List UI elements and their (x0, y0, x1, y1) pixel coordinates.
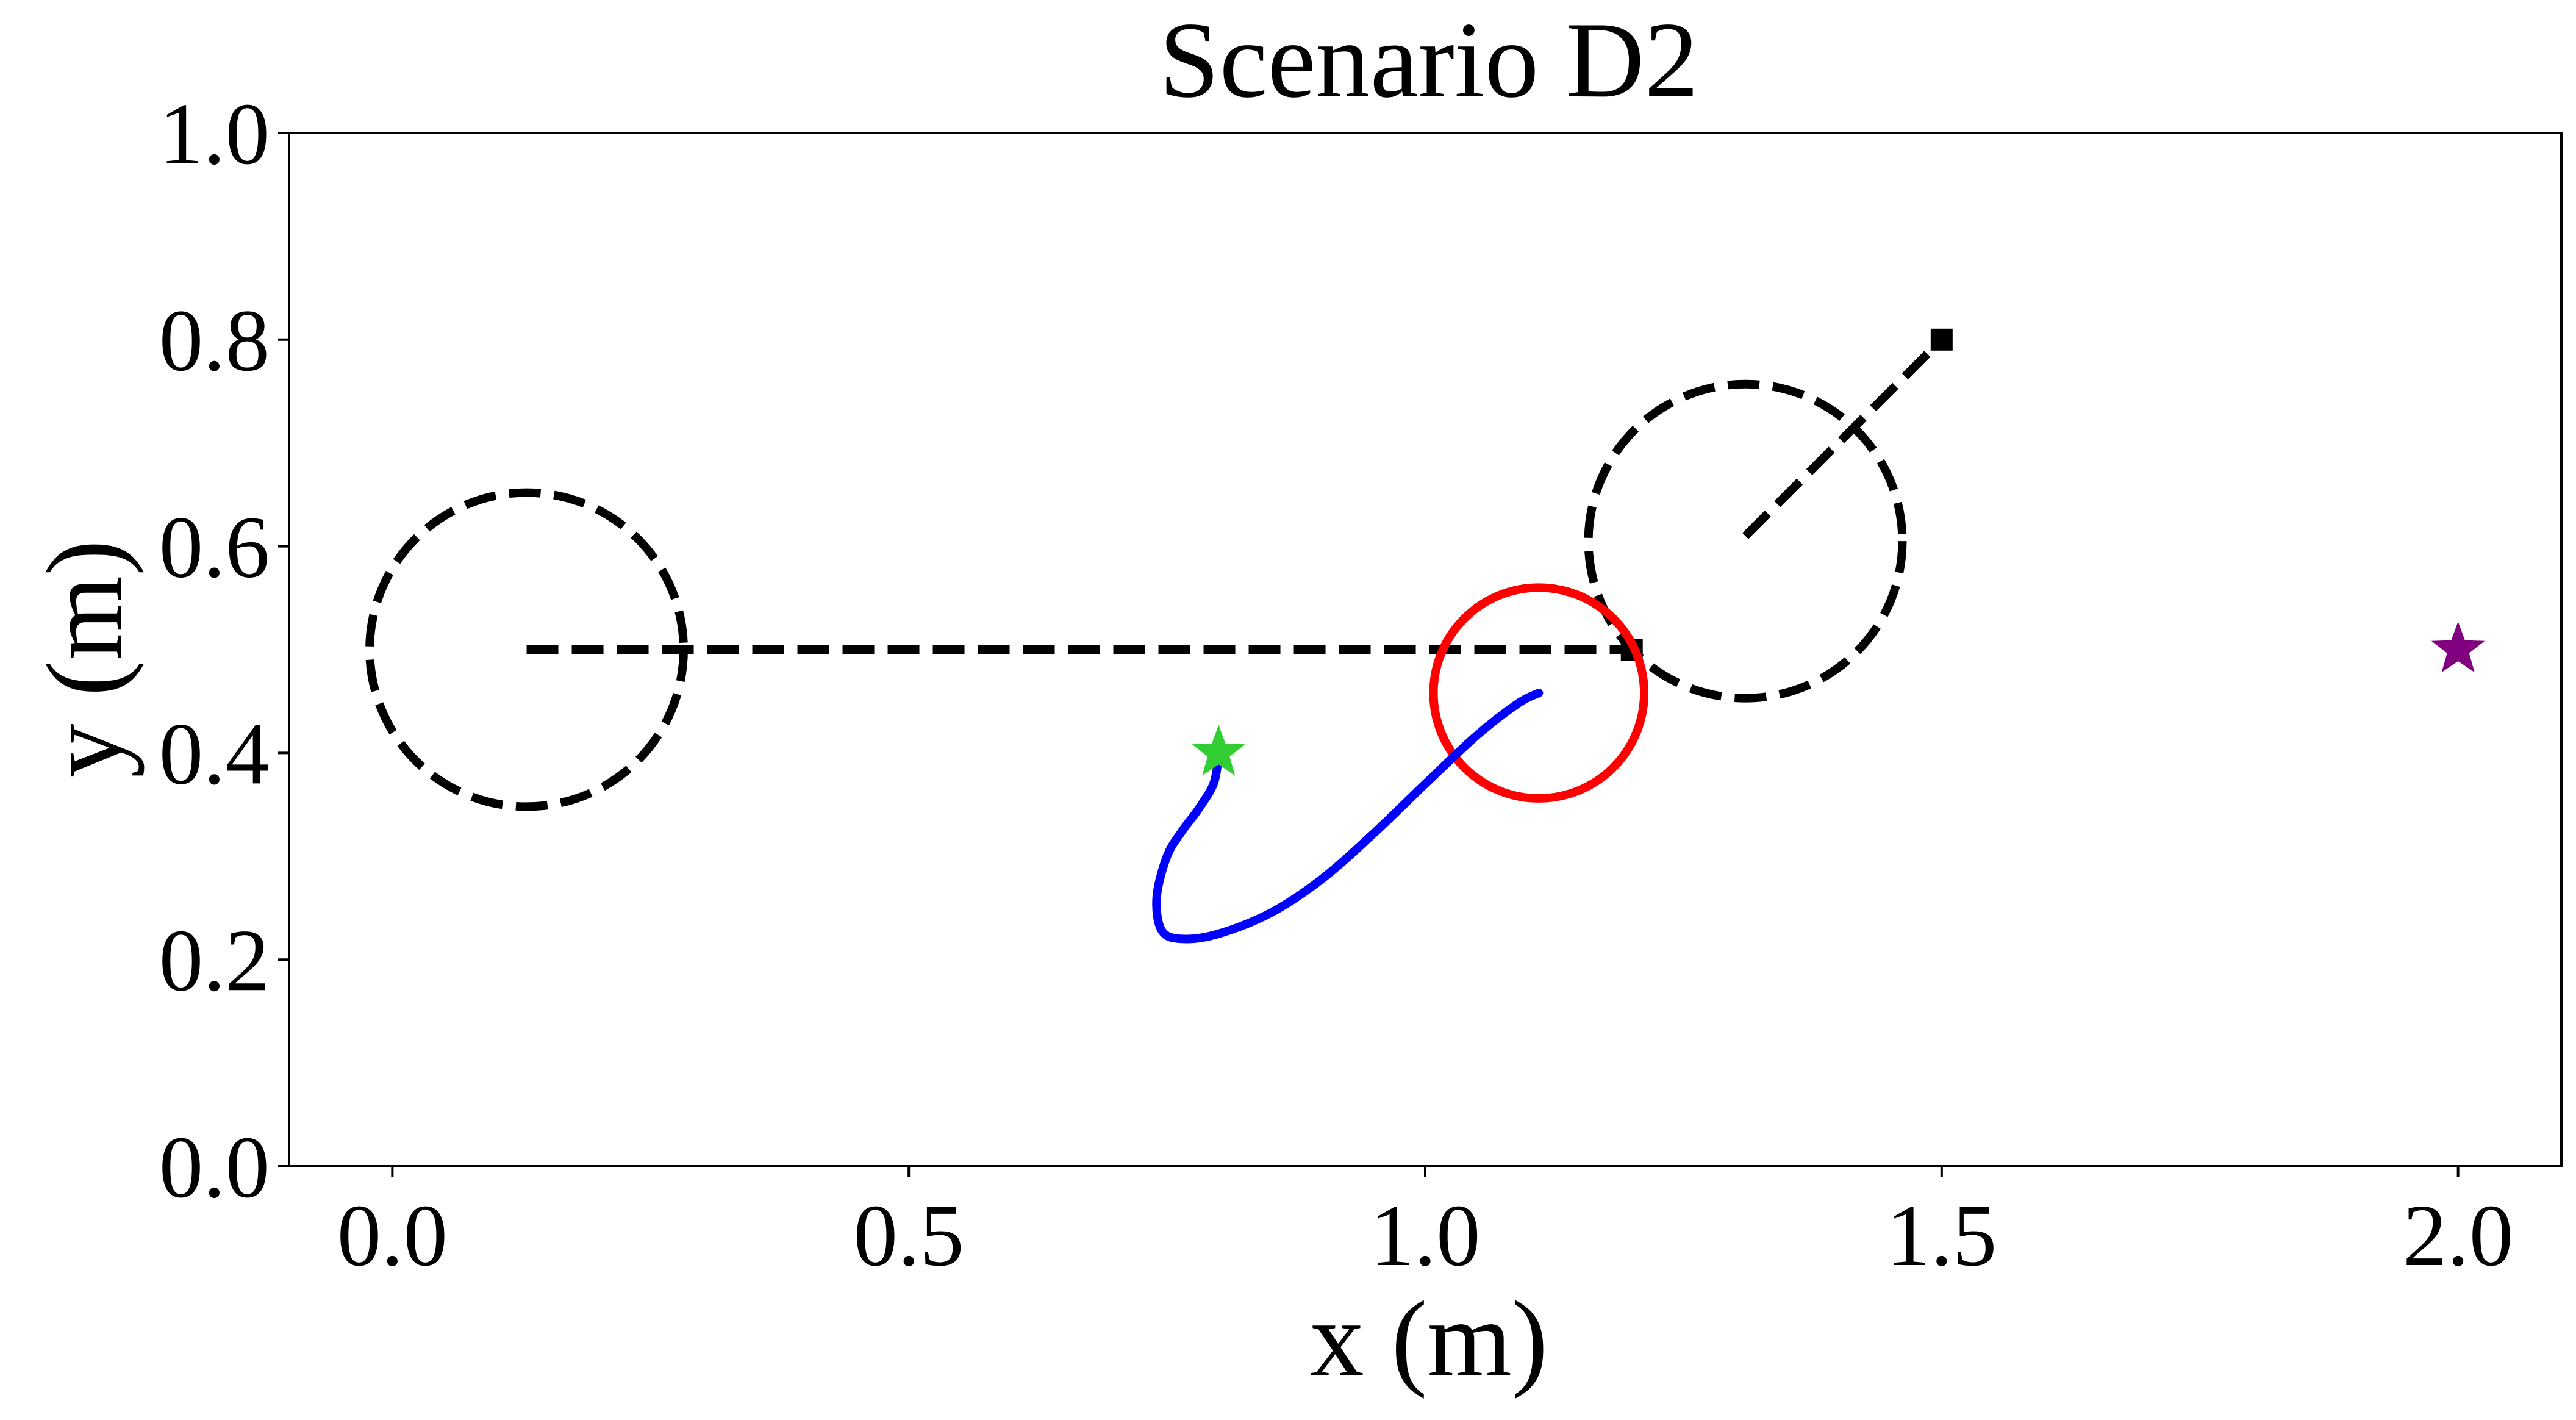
obstacle-path-2 (1742, 336, 1945, 539)
y-tick-label-3: 0.6 (159, 499, 270, 597)
y-tick-label-5: 1.0 (159, 85, 270, 183)
x-tick-label-4: 2.0 (2403, 1187, 2513, 1285)
x-tick-label-1: 0.5 (854, 1187, 964, 1285)
y-axis: 0.0 0.2 0.4 0.6 0.8 1.0 (159, 85, 289, 1216)
y-tick-label-4: 0.8 (159, 292, 270, 390)
x-tick-label-0: 0.0 (337, 1187, 448, 1285)
y-tick-label-1: 0.2 (159, 912, 270, 1009)
x-tick-label-2: 1.0 (1370, 1187, 1480, 1285)
obstacle-path-end-marker-2 (1930, 328, 1953, 351)
y-tick-label-0: 0.0 (159, 1119, 270, 1216)
y-tick-label-2: 0.4 (159, 705, 270, 803)
x-axis-label: x (m) (1310, 1278, 1548, 1399)
obstacle-circle-2 (1584, 379, 1907, 703)
start-star-marker (1192, 725, 1245, 776)
plot-area (365, 328, 2485, 944)
chart-title: Scenario D2 (1159, 0, 1699, 120)
y-axis-label: y (m) (24, 540, 145, 778)
x-axis: 0.0 0.5 1.0 1.5 2.0 (337, 1166, 2513, 1285)
robot-circle (1429, 583, 1649, 803)
goal-star-marker (2431, 622, 2485, 673)
x-tick-label-3: 1.5 (1886, 1187, 1997, 1285)
trajectory-line (1152, 689, 1544, 944)
